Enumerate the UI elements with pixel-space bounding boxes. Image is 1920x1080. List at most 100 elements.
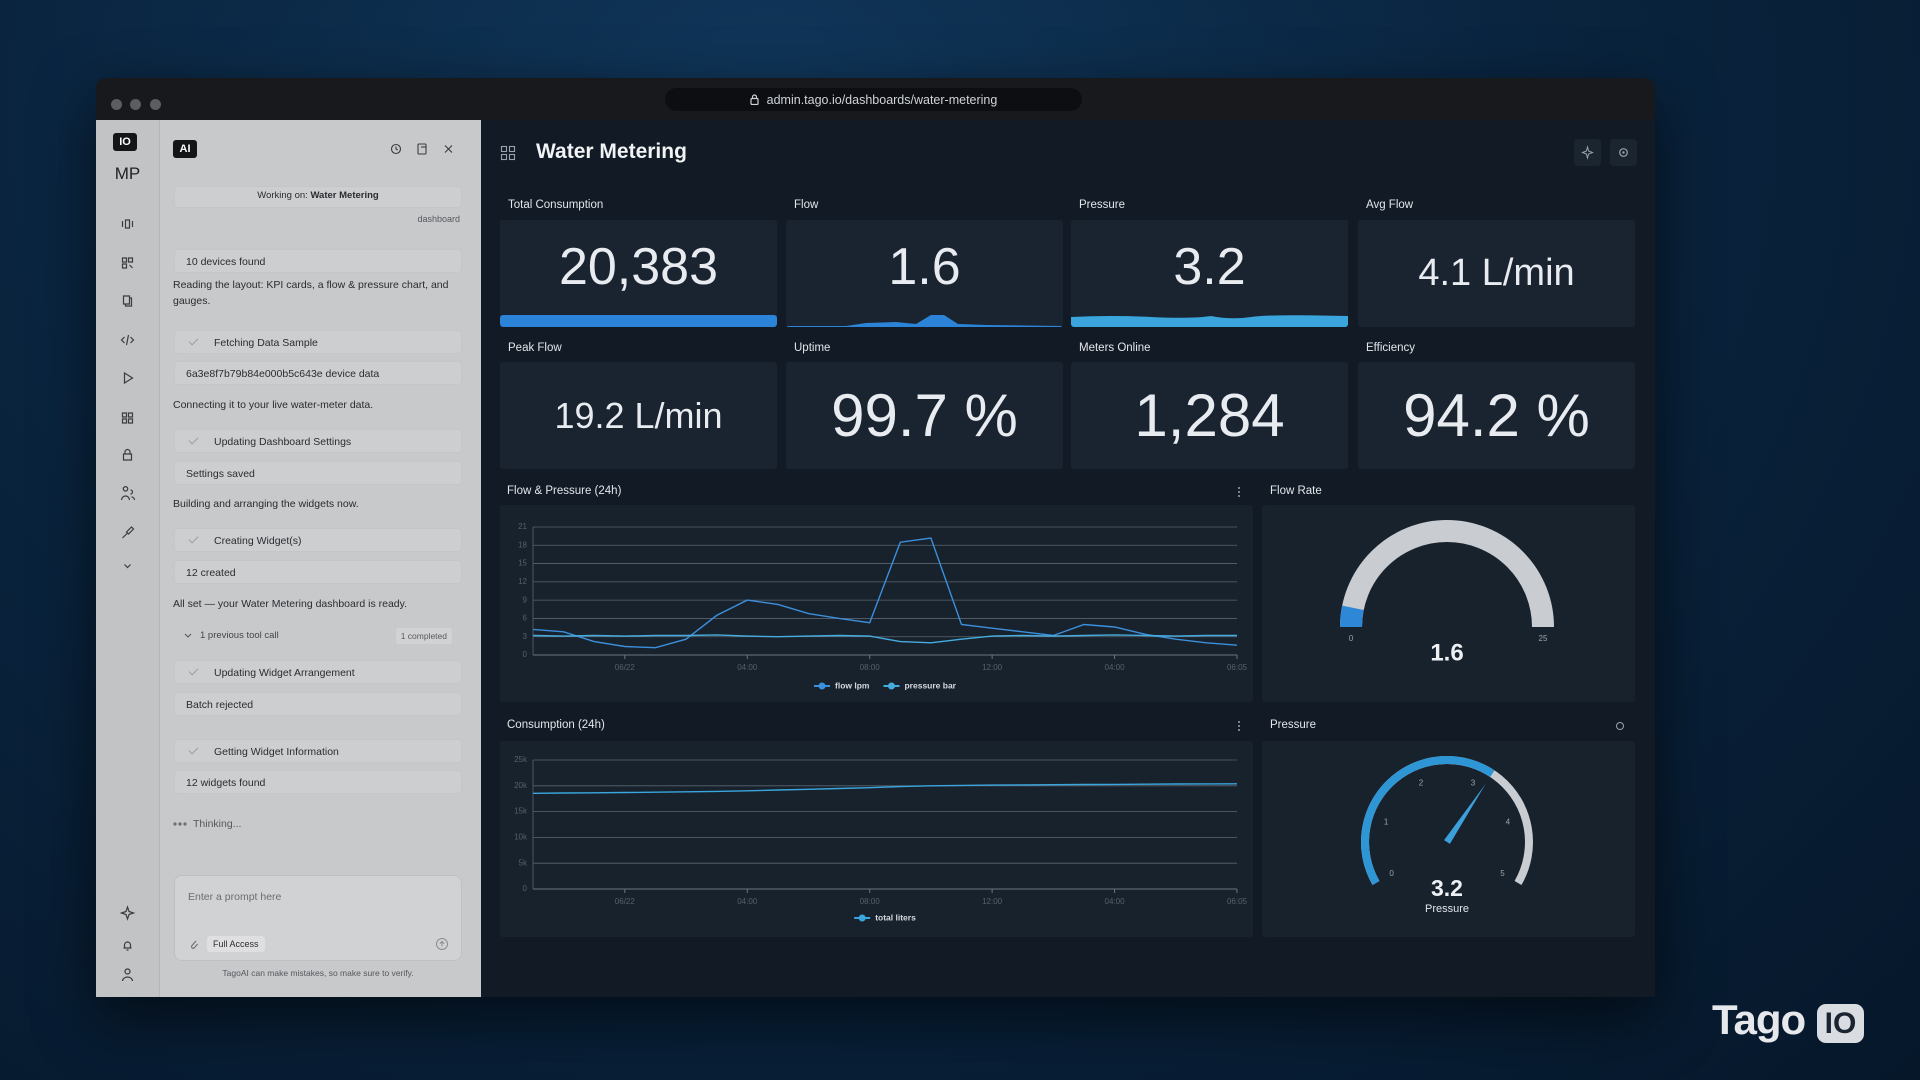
y-tick-label: 6 — [523, 614, 528, 623]
previous-calls-text: 1 previous tool call — [200, 630, 279, 641]
previous-tool-calls[interactable]: 1 previous tool call 1 completed — [174, 624, 462, 648]
nav-rail — [96, 120, 160, 997]
tool-call[interactable]: Updating Dashboard Settings — [174, 429, 462, 453]
nav-icon[interactable] — [120, 486, 136, 501]
working-on-target: Water Metering — [310, 190, 379, 201]
address-bar[interactable]: admin.tago.io/dashboards/water-metering — [665, 88, 1082, 111]
widget-menu[interactable] — [1238, 495, 1240, 497]
x-tick-label: 06:05 — [1227, 897, 1248, 906]
nav-icon[interactable] — [121, 257, 134, 269]
widget-title: Pressure — [1270, 719, 1317, 731]
nav-icon[interactable] — [121, 219, 134, 229]
nav-icon[interactable] — [123, 941, 132, 951]
ai-button[interactable] — [1574, 139, 1601, 166]
nav-icon[interactable] — [119, 905, 136, 921]
kpi-card: 99.7 % — [786, 362, 1063, 469]
x-tick-label: 06/22 — [615, 897, 636, 906]
y-tick-label: 5k — [519, 858, 528, 867]
kpi-card: 19.2 L/min — [500, 362, 777, 469]
sparkline — [786, 315, 1063, 327]
result-text: 12 created — [186, 567, 236, 579]
gauge-tick-label: 0 — [1389, 869, 1394, 878]
nav-icon[interactable] — [122, 526, 135, 539]
nav-icon[interactable] — [122, 448, 133, 461]
x-tick-label: 06:05 — [1227, 663, 1248, 672]
rail-icons — [119, 219, 136, 982]
access-selector[interactable]: Full Access — [207, 936, 265, 952]
access-text: Full Access — [213, 939, 259, 949]
tool-name: Updating Dashboard Settings — [214, 436, 352, 448]
gauge-tick-label: 4 — [1506, 817, 1511, 826]
window-maximize[interactable] — [150, 99, 161, 110]
widget-title: Consumption (24h) — [507, 719, 605, 731]
send-button[interactable] — [435, 937, 449, 951]
widget-menu[interactable] — [1238, 487, 1240, 489]
chevron — [184, 633, 192, 638]
kpi-label: Total Consumption — [508, 199, 604, 211]
prompt-box[interactable]: Enter a prompt here Full Access — [174, 875, 462, 961]
window-minimize[interactable] — [130, 99, 141, 110]
window-close[interactable] — [111, 99, 122, 110]
x-tick-label: 12:00 — [982, 663, 1003, 672]
widget-menu[interactable] — [1238, 491, 1240, 493]
gauge-value-label: 1.6 — [1430, 639, 1463, 666]
y-tick-label: 9 — [523, 595, 528, 604]
history-button[interactable] — [390, 143, 402, 155]
lock-icon — [750, 94, 759, 105]
nav-icon[interactable] — [123, 371, 134, 385]
kpi-card: 4.1 L/min — [1358, 220, 1635, 327]
kpi-value: 20,383 — [558, 237, 719, 296]
y-tick-label: 15 — [518, 559, 527, 568]
tool-result: Settings saved — [174, 461, 462, 485]
widget-menu[interactable] — [1238, 729, 1240, 731]
x-tick-label: 04:00 — [737, 663, 758, 672]
tool-call[interactable]: Updating Widget Arrangement — [174, 660, 462, 684]
result-text: Settings saved — [186, 468, 255, 480]
kpi-card: 20,383 — [500, 220, 777, 327]
result-text: 10 devices found — [186, 256, 266, 268]
widget-menu[interactable] — [1238, 725, 1240, 727]
y-tick-label: 0 — [523, 650, 528, 659]
panel-actions — [390, 143, 453, 155]
legend-swatch — [818, 682, 826, 690]
logo[interactable]: IO — [113, 133, 137, 151]
dashboard-menu[interactable] — [500, 145, 516, 161]
widget-title: Flow & Pressure (24h) — [507, 485, 622, 497]
gauge-tick-label: 0 — [1349, 634, 1354, 643]
y-tick-label: 10k — [514, 833, 528, 842]
gauge-value — [1361, 756, 1495, 885]
account-initials[interactable]: MP — [114, 164, 141, 183]
tool-name: Getting Widget Information — [214, 746, 339, 758]
gauge-tick-label: 25 — [1539, 634, 1548, 643]
nav-icon[interactable] — [122, 295, 133, 307]
y-tick-label: 25k — [514, 755, 528, 764]
context-tag: dashboard — [417, 214, 460, 224]
tool-result: 6a3e8f7b79b84e000b5c643e device data — [174, 361, 462, 385]
kpi-value: 1.6 — [888, 237, 961, 296]
kpi-card: 94.2 % — [1358, 362, 1635, 469]
legend-label: total liters — [875, 912, 916, 922]
attach-button[interactable] — [189, 938, 199, 950]
series-line — [532, 634, 1237, 644]
result-text: 6a3e8f7b79b84e000b5c643e device data — [186, 368, 380, 380]
close-button[interactable] — [444, 145, 453, 153]
widget-info[interactable] — [1616, 722, 1624, 730]
assistant-message: Reading the layout: KPI cards, a flow & … — [173, 279, 449, 307]
x-tick-label: 08:00 — [860, 897, 881, 906]
kpi-value: 4.1 L/min — [1418, 252, 1575, 294]
nav-icon[interactable] — [121, 412, 134, 424]
tool-call[interactable]: Getting Widget Information — [174, 739, 462, 763]
kpi-label: Efficiency — [1366, 342, 1416, 354]
tool-call[interactable]: Creating Widget(s) — [174, 528, 462, 552]
nav-icon[interactable] — [120, 334, 135, 346]
legend: flow lpm pressure bar — [814, 680, 957, 690]
tool-result: 12 widgets found — [174, 770, 462, 794]
prompt-placeholder[interactable]: Enter a prompt here — [188, 891, 282, 903]
new-chat-button[interactable] — [417, 143, 427, 155]
tool-call[interactable]: Fetching Data Sample — [174, 330, 462, 354]
brand-badge: IO — [1817, 1004, 1864, 1043]
nav-icon[interactable] — [121, 968, 134, 982]
nav-icon[interactable] — [124, 564, 131, 569]
widget-menu[interactable] — [1238, 721, 1240, 723]
working-on: Working on: Water Metering — [174, 186, 462, 208]
